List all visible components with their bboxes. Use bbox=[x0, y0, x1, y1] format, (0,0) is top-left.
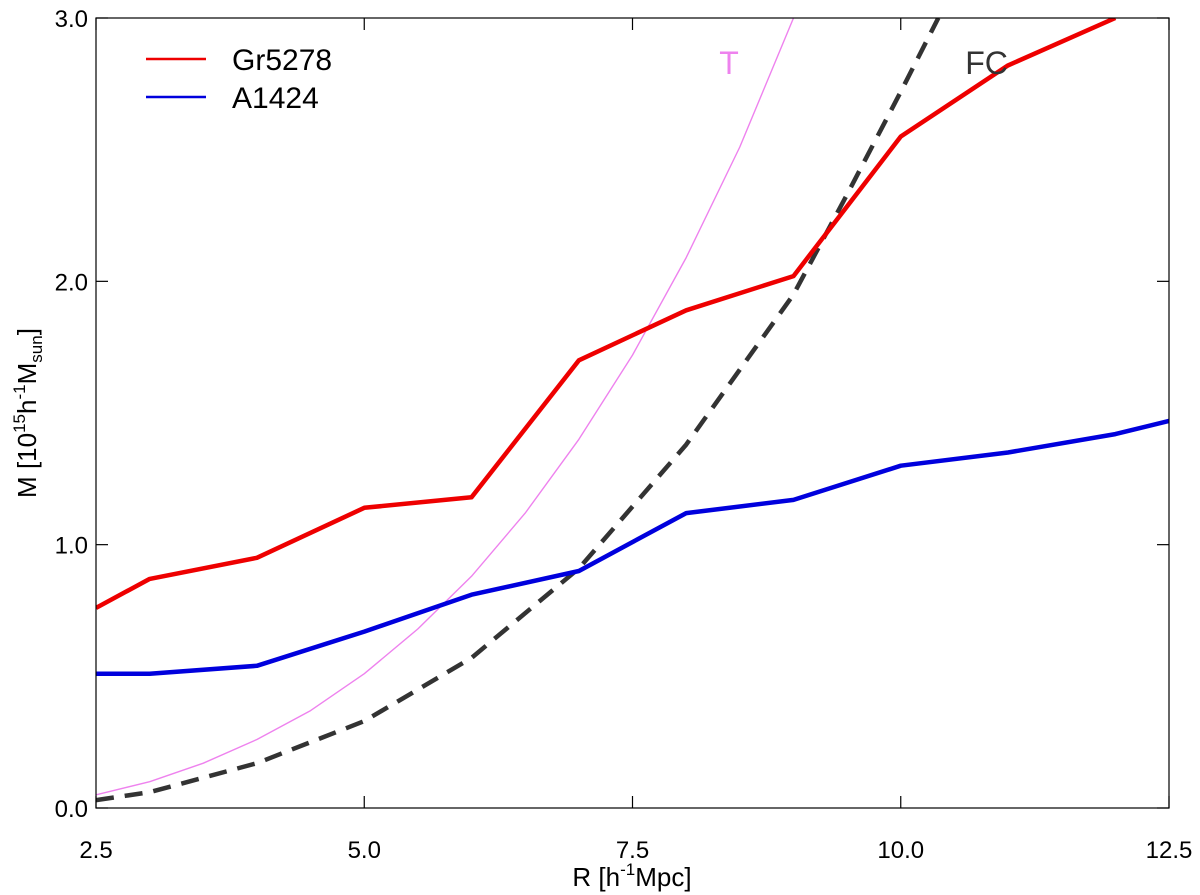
y-tick-label: 0.0 bbox=[55, 796, 88, 823]
series-line-fc bbox=[96, 18, 941, 803]
series-layer bbox=[96, 18, 1169, 803]
curve-label-fc: FC bbox=[965, 45, 1008, 81]
x-tick-label: 12.5 bbox=[1146, 837, 1193, 864]
legend-label-gr5278: Gr5278 bbox=[232, 44, 332, 77]
x-axis-title-sup: -1 bbox=[620, 860, 635, 879]
y-tick-label: 3.0 bbox=[55, 6, 88, 33]
series-line-a1424 bbox=[96, 418, 1169, 676]
y-tick-label: 1.0 bbox=[55, 533, 88, 560]
x-tick-label: 7.5 bbox=[616, 837, 649, 864]
x-axis-title: R [h-1Mpc] bbox=[572, 860, 691, 892]
series-line-gr5278 bbox=[96, 18, 1117, 610]
legend: Gr5278 A1424 bbox=[146, 44, 332, 115]
ticks-layer bbox=[95, 17, 1170, 809]
x-tick-label: 10.0 bbox=[877, 837, 924, 864]
curve-label-t: T bbox=[719, 45, 739, 81]
x-tick-label: 2.5 bbox=[79, 837, 112, 864]
y-axis-title: M [1015h-1Msun] bbox=[10, 328, 46, 498]
legend-label-a1424: A1424 bbox=[232, 82, 319, 115]
x-tick-label: 5.0 bbox=[348, 837, 381, 864]
tick-labels-layer: 2.5 5.0 7.5 10.0 12.5 0.0 1.0 2.0 3.0 bbox=[55, 6, 1193, 864]
y-tick-label: 2.0 bbox=[55, 269, 88, 296]
